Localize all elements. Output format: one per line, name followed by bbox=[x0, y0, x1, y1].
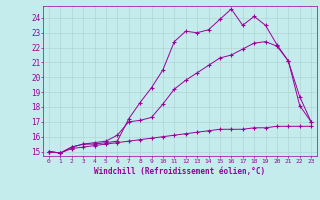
X-axis label: Windchill (Refroidissement éolien,°C): Windchill (Refroidissement éolien,°C) bbox=[94, 167, 266, 176]
